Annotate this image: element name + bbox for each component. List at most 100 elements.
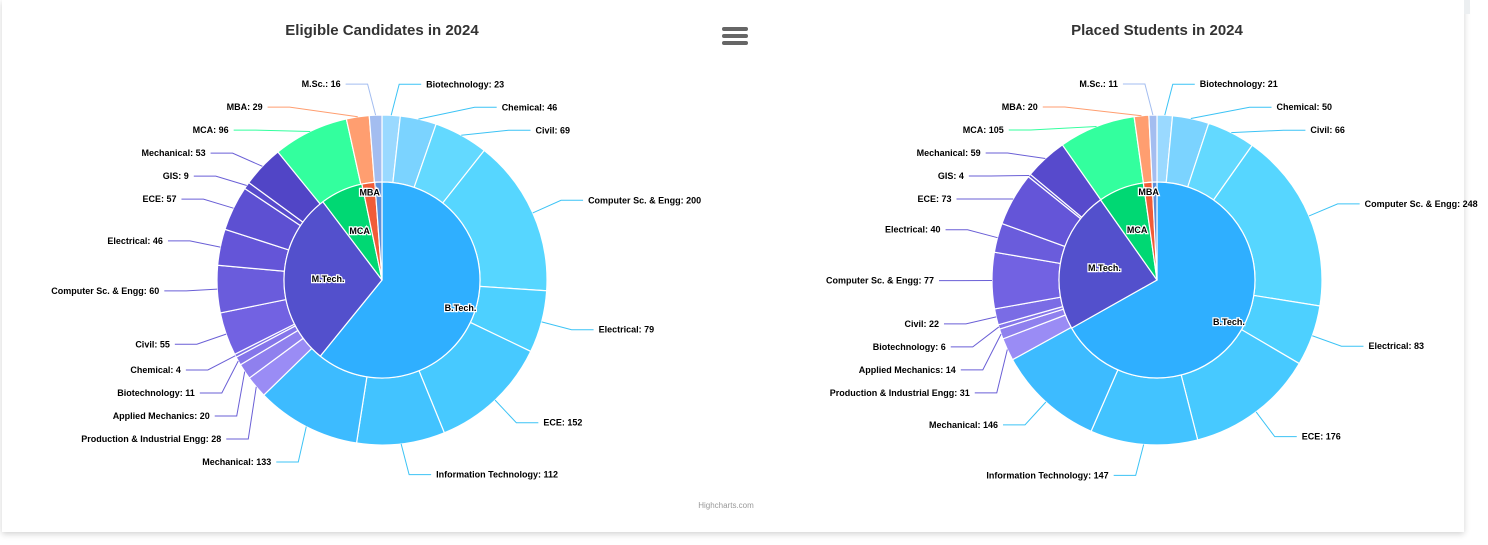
inner-label: M.Tech. — [312, 274, 345, 284]
label-connector — [945, 229, 998, 239]
label-connector — [174, 333, 227, 345]
data-label: Biotechnology: 23 — [426, 79, 504, 89]
data-label: Chemical: 4 — [130, 365, 181, 375]
label-connector — [1231, 129, 1306, 134]
data-label: Information Technology: 147 — [986, 470, 1108, 480]
inner-slice[interactable] — [319, 181, 481, 379]
credits-link[interactable]: Highcharts.com — [698, 501, 754, 510]
inner-label: B.Tech. — [1213, 317, 1245, 327]
label-connector — [185, 355, 236, 371]
data-label: Computer Sc. & Engg: 200 — [588, 195, 701, 205]
label-connector — [985, 152, 1046, 160]
pie-chart-eligible: Biotechnology: 23 Chemical: 46 Civil: 69 Co… — [51, 79, 701, 480]
label-connector — [950, 326, 1000, 348]
data-label: Computer Sc. & Engg: 248 — [1365, 199, 1478, 209]
label-connector — [199, 360, 239, 394]
label-connector — [960, 333, 1002, 371]
inner-slice[interactable] — [283, 200, 383, 357]
label-connector — [1042, 106, 1142, 117]
label-connector — [390, 83, 422, 116]
data-label: Chemical: 50 — [1277, 102, 1333, 112]
inner-label: M.Tech. — [1088, 263, 1121, 273]
label-connector — [461, 129, 531, 136]
data-label: Biotechnology: 21 — [1200, 79, 1278, 89]
data-label: MCA: 96 — [193, 125, 229, 135]
inner-label: MBA — [1138, 187, 1159, 197]
data-label: Chemical: 46 — [502, 102, 558, 112]
data-label: ECE: 176 — [1302, 432, 1341, 442]
data-label: Civil: 69 — [536, 125, 571, 135]
data-label: Applied Mechanics: 20 — [113, 411, 210, 421]
label-connector — [267, 106, 358, 118]
chart-title-eligible: Eligible Candidates in 2024 — [285, 22, 479, 39]
data-label: MBA: 29 — [227, 102, 263, 112]
label-connector — [214, 371, 246, 417]
inner-slice[interactable] — [1058, 199, 1158, 329]
data-label: Biotechnology: 11 — [117, 388, 195, 398]
label-connector — [1255, 411, 1297, 438]
label-connector — [1008, 125, 1097, 131]
label-connector — [233, 129, 311, 132]
data-label: Mechanical: 53 — [142, 148, 206, 158]
label-connector — [943, 316, 997, 325]
inner-label: B.Tech. — [445, 303, 477, 313]
data-label: Mechanical: 133 — [202, 457, 271, 467]
data-label: Civil: 66 — [1310, 125, 1345, 135]
data-label: Computer Sc. & Engg: 77 — [826, 276, 934, 286]
label-connector — [532, 199, 584, 214]
hamburger-menu-icon[interactable] — [722, 27, 748, 49]
data-label: ECE: 152 — [543, 418, 582, 428]
inner-slice[interactable] — [1070, 181, 1256, 379]
data-label: Mechanical: 59 — [917, 148, 981, 158]
label-connector — [541, 321, 594, 331]
data-label: Electrical: 40 — [885, 225, 941, 235]
data-label: ECE: 73 — [917, 194, 951, 204]
data-label: Information Technology: 112 — [436, 470, 558, 480]
data-label: MCA: 105 — [963, 125, 1004, 135]
label-connector — [276, 426, 307, 463]
label-connector — [1003, 401, 1047, 426]
data-label: Biotechnology: 6 — [873, 342, 946, 352]
inner-label: MCA — [349, 226, 370, 236]
label-connector — [974, 349, 1008, 394]
inner-slice[interactable] — [374, 181, 383, 281]
label-connector — [1113, 444, 1145, 476]
label-connector — [193, 175, 247, 186]
data-label: Mechanical: 146 — [929, 420, 998, 430]
label-connector — [210, 152, 263, 167]
pie-chart-placed: Biotechnology: 21 Chemical: 50 Civil: 66 Co… — [826, 79, 1478, 480]
label-connector — [400, 443, 432, 476]
label-connector — [226, 386, 257, 440]
data-label: M.Sc.: 16 — [302, 79, 341, 89]
inner-slice[interactable] — [1151, 181, 1158, 281]
data-label: M.Sc.: 11 — [1079, 79, 1118, 89]
label-connector — [968, 174, 1030, 177]
label-connector — [494, 399, 539, 424]
data-label: Civil: 22 — [904, 319, 939, 329]
inner-label: MCA — [1127, 225, 1148, 235]
label-connector — [418, 106, 497, 120]
data-label: Electrical: 46 — [107, 236, 163, 246]
label-connector — [1312, 335, 1364, 347]
data-label: Electrical: 83 — [1368, 341, 1424, 351]
data-label: MBA: 20 — [1002, 102, 1038, 112]
label-connector — [181, 198, 234, 209]
label-connector — [164, 288, 218, 292]
data-label: Applied Mechanics: 14 — [859, 365, 956, 375]
label-connector — [1122, 83, 1154, 116]
data-label: Production & Industrial Engg: 31 — [830, 388, 970, 398]
inner-label: MBA — [359, 188, 380, 198]
data-label: GIS: 4 — [938, 171, 964, 181]
chart-title-placed: Placed Students in 2024 — [1071, 22, 1243, 39]
data-label: Electrical: 79 — [599, 325, 655, 335]
label-connector — [1190, 106, 1272, 119]
data-label: Civil: 55 — [135, 339, 170, 349]
label-connector — [167, 240, 221, 248]
label-connector — [1308, 203, 1360, 217]
data-label: Computer Sc. & Engg: 60 — [51, 286, 159, 296]
page-edge — [1464, 0, 1470, 14]
label-connector — [345, 83, 377, 116]
label-connector — [1164, 83, 1195, 116]
data-label: ECE: 57 — [142, 194, 176, 204]
